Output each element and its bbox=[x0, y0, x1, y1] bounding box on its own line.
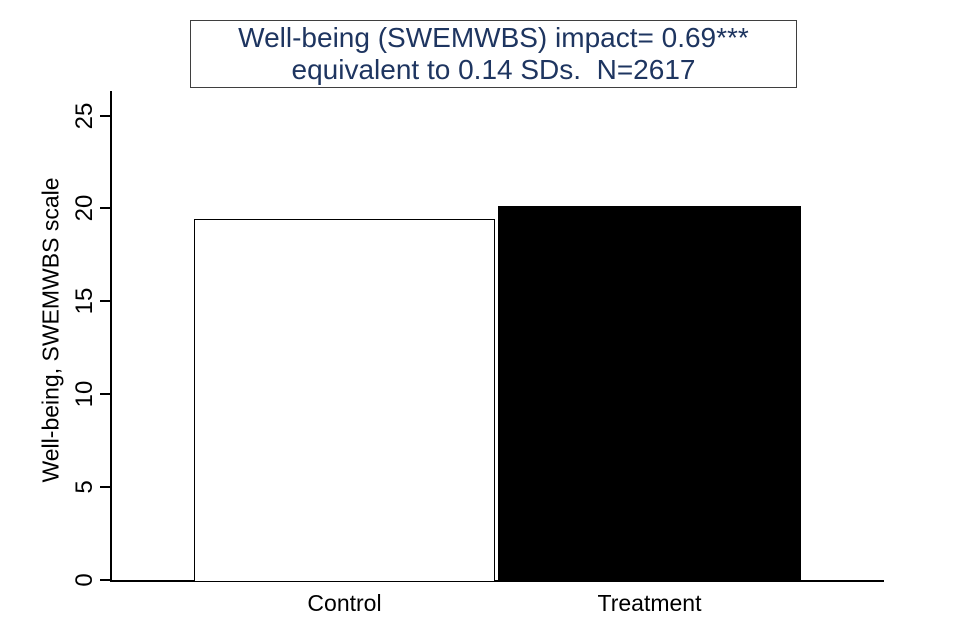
y-tick-label-text: 20 bbox=[71, 195, 98, 222]
x-category-label-control: Control bbox=[307, 590, 382, 616]
x-axis-line bbox=[110, 580, 884, 582]
y-tick-20 bbox=[100, 207, 111, 210]
y-axis-line bbox=[110, 91, 112, 582]
y-tick-label-text: 15 bbox=[71, 287, 98, 315]
x-category-label-treatment: Treatment bbox=[597, 590, 702, 616]
chart-title-line-2: equivalent to 0.14 SDs. N=2617 bbox=[291, 54, 696, 85]
y-tick-5 bbox=[100, 486, 111, 489]
bar-control bbox=[194, 218, 495, 582]
y-tick-label-text: 10 bbox=[71, 380, 98, 408]
y-tick-0 bbox=[100, 579, 111, 581]
bar-treatment bbox=[498, 205, 801, 582]
y-tick-label-text: 25 bbox=[71, 102, 98, 129]
y-tick-label-text: 5 bbox=[71, 480, 98, 494]
chart-title-box: Well-being (SWEMWBS) impact= 0.69*** equ… bbox=[190, 20, 797, 88]
y-axis-title-text: Well-being, SWEMWBS scale bbox=[37, 177, 64, 483]
y-tick-10 bbox=[100, 393, 111, 396]
y-tick-label-text: 0 bbox=[71, 573, 98, 587]
y-tick-25 bbox=[100, 114, 111, 117]
y-tick-15 bbox=[100, 300, 111, 303]
chart-title-line-1: Well-being (SWEMWBS) impact= 0.69*** bbox=[238, 22, 749, 53]
